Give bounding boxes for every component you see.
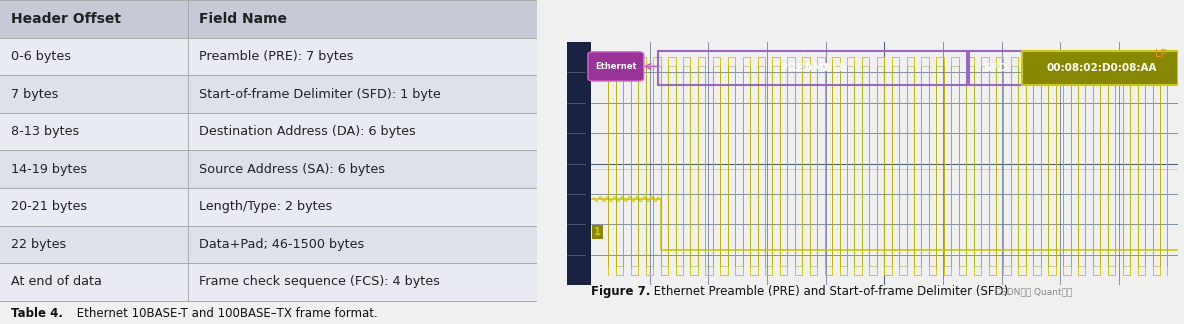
- Text: 20-21 bytes: 20-21 bytes: [11, 200, 86, 213]
- FancyBboxPatch shape: [0, 226, 188, 263]
- FancyBboxPatch shape: [188, 0, 538, 38]
- Text: 14-19 bytes: 14-19 bytes: [11, 163, 86, 176]
- Text: Destination Address (DA): 6 bytes: Destination Address (DA): 6 bytes: [199, 125, 416, 138]
- FancyBboxPatch shape: [188, 113, 538, 150]
- Text: 7 bytes: 7 bytes: [11, 87, 58, 100]
- Text: 22 bytes: 22 bytes: [11, 238, 66, 251]
- Text: Source Address (SA): 6 bytes: Source Address (SA): 6 bytes: [199, 163, 385, 176]
- FancyBboxPatch shape: [0, 188, 188, 226]
- Text: Frame check sequence (FCS): 4 bytes: Frame check sequence (FCS): 4 bytes: [199, 275, 439, 288]
- FancyBboxPatch shape: [0, 150, 188, 188]
- Text: Field Name: Field Name: [199, 12, 287, 26]
- FancyBboxPatch shape: [188, 188, 538, 226]
- Text: Table 4.: Table 4.: [11, 307, 63, 320]
- FancyBboxPatch shape: [0, 0, 188, 38]
- Text: Length/Type: 2 bytes: Length/Type: 2 bytes: [199, 200, 332, 213]
- FancyBboxPatch shape: [188, 226, 538, 263]
- FancyBboxPatch shape: [188, 38, 538, 75]
- Text: Ethernet Preamble (PRE) and Start-of-frame Delimiter (SFD).: Ethernet Preamble (PRE) and Start-of-fra…: [650, 285, 1011, 298]
- Text: Data+Pad; 46-1500 bytes: Data+Pad; 46-1500 bytes: [199, 238, 363, 251]
- Text: CSDN小师 Quant小吸: CSDN小师 Quant小吸: [990, 287, 1073, 296]
- Text: 8-13 bytes: 8-13 bytes: [11, 125, 79, 138]
- FancyBboxPatch shape: [0, 113, 188, 150]
- FancyBboxPatch shape: [188, 75, 538, 113]
- FancyBboxPatch shape: [0, 38, 188, 75]
- FancyBboxPatch shape: [0, 75, 188, 113]
- Text: 0-6 bytes: 0-6 bytes: [11, 50, 71, 63]
- FancyBboxPatch shape: [188, 263, 538, 301]
- Text: Ethernet 10BASE-T and 100BASE–TX frame format.: Ethernet 10BASE-T and 100BASE–TX frame f…: [72, 307, 378, 320]
- Text: At end of data: At end of data: [11, 275, 102, 288]
- Text: Start-of-frame Delimiter (SFD): 1 byte: Start-of-frame Delimiter (SFD): 1 byte: [199, 87, 440, 100]
- FancyBboxPatch shape: [188, 150, 538, 188]
- Text: Figure 7.: Figure 7.: [591, 285, 650, 298]
- FancyBboxPatch shape: [0, 263, 188, 301]
- Text: Preamble (PRE): 7 bytes: Preamble (PRE): 7 bytes: [199, 50, 353, 63]
- Text: Header Offset: Header Offset: [11, 12, 121, 26]
